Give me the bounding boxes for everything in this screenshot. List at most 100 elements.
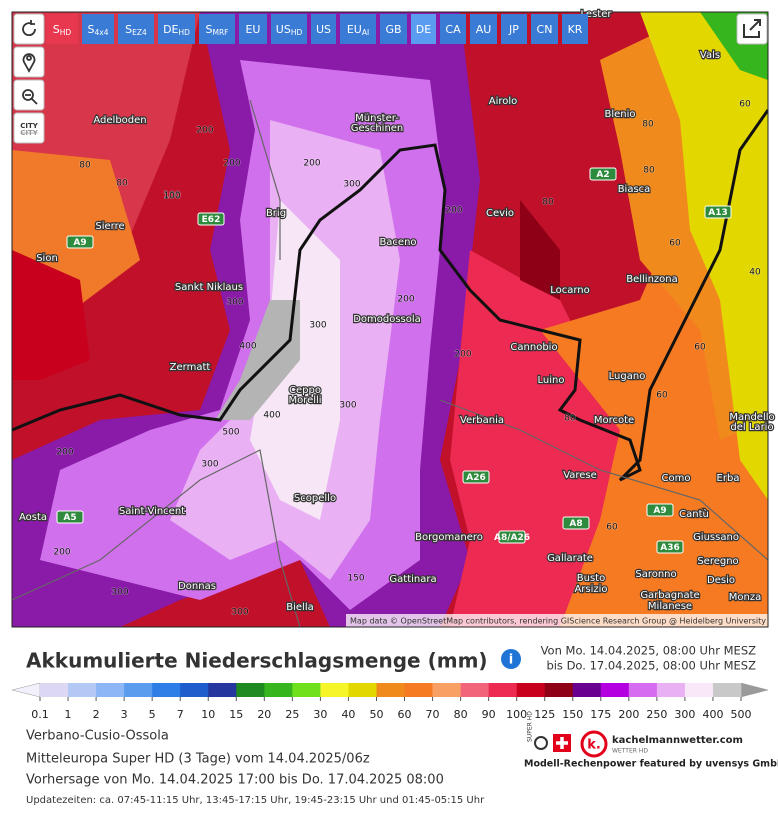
model-label: CN [537,23,553,36]
info-button[interactable] [501,649,521,669]
place-label: Adelboden [93,115,146,126]
border [12,109,768,482]
colorbar-label: 30 [313,708,327,721]
model-button[interactable] [411,14,436,44]
contour-label: 100 [163,191,180,201]
contour-label: 200 [196,126,213,136]
road-label: A9 [653,506,666,516]
contour-label: 80 [79,161,91,171]
city-label: CITY [20,122,39,130]
locate-button[interactable] [13,46,45,78]
model-button[interactable] [562,14,588,44]
place-label: Verbania [460,415,504,426]
place-label: Luino [538,375,565,386]
sponsor: Modell-Rechenpower featured by uvensys G… [524,759,778,770]
place-label: Scopello [294,493,336,504]
colorbar-label: 400 [702,708,723,721]
forecast-period: Vorhersage von Mo. 14.04.2025 17:00 bis … [26,773,444,788]
model-button[interactable] [531,14,558,44]
model-button[interactable] [46,14,78,44]
model-name: S [53,23,60,36]
road-label: A5 [63,513,76,523]
model-label: DE [416,23,431,36]
place-label: Como [662,473,691,484]
road-label: E62 [202,215,221,225]
model-button[interactable] [470,14,497,44]
model-label: SEZ4 [125,23,147,37]
model-button[interactable] [239,14,267,44]
reload-button[interactable] [13,13,45,45]
place-label: Ceppo [289,385,321,396]
model-label: AU [476,23,492,36]
period-to: bis Do. 17.04.2025, 08:00 Uhr MESZ [546,659,756,673]
place-label: Seregno [697,556,738,567]
contour-label: 300 [339,401,356,411]
model-button[interactable] [380,14,407,44]
place-label: Mandello [729,412,774,423]
place-label: Varese [563,470,597,481]
colorbar-segment [40,683,69,697]
swiss-cross [556,737,568,749]
colorbar-segment [488,683,517,697]
model-label: USHD [276,23,303,37]
place-label: Borgomanero [415,532,483,543]
super-hd: SUPER HD [527,711,534,742]
model-name: AU [476,23,492,36]
colorbar-segment [656,683,686,697]
road-shield [66,235,94,249]
legend-title: Akkumulierte Niederschlagsmenge (mm) [26,649,488,673]
place-label: Baceno [379,237,416,248]
superhd-logo [534,736,548,750]
road-shield [562,516,590,530]
model-button[interactable] [118,14,154,44]
model-sub: EZ4 [132,28,147,37]
place-label: Geschinen [351,123,404,134]
info-icon: i [509,653,513,668]
model-label: S4x4 [88,23,109,37]
place-label: Lugano [609,371,646,382]
place-label: Biella [286,602,313,613]
place-label: del Lario [730,422,773,433]
model-button[interactable] [311,14,336,44]
attribution-bg [346,614,768,627]
colorbar-segment [152,683,181,697]
model-button[interactable] [158,14,195,44]
colorbar-label: 70 [426,708,440,721]
model-button[interactable] [271,14,307,44]
k-logo [580,730,608,758]
place-label: Cevio [486,208,514,219]
place-label: Giussano [693,532,739,543]
contour-label: 200 [454,350,471,360]
place-label: Münster- [355,113,399,124]
road-shield [656,540,684,554]
place-label: Donnas [178,581,216,592]
locate-icon [22,53,36,73]
model-label: EU [245,23,260,36]
place-label: Sierre [95,221,124,232]
place-label: Locarno [550,285,590,296]
road-shield [56,510,84,524]
colorbar-label: 60 [398,708,412,721]
model-button[interactable] [82,14,114,44]
model-label: CA [445,23,461,36]
colorbar-segment [180,683,209,697]
model-name: S [88,23,95,36]
city-button[interactable] [13,112,45,144]
model-name: US [316,23,331,36]
model-name: KR [568,23,583,36]
colorbar-segment [628,683,658,697]
place-label: Aosta [19,512,47,523]
contour-label: 40 [749,268,761,278]
place-label: Zermatt [170,362,211,373]
place-label: Gattinara [389,574,436,585]
model-button[interactable] [440,14,466,44]
colorbar-label: 80 [454,708,468,721]
colorbar-segment [600,683,630,697]
place-label: Saronno [635,569,676,580]
contour-label: 100 [163,192,180,202]
contour-label: 60 [669,239,681,249]
model-button[interactable] [199,14,235,44]
model-button[interactable] [340,14,376,44]
model-button[interactable] [501,14,527,44]
place-label: Sion [36,253,58,264]
